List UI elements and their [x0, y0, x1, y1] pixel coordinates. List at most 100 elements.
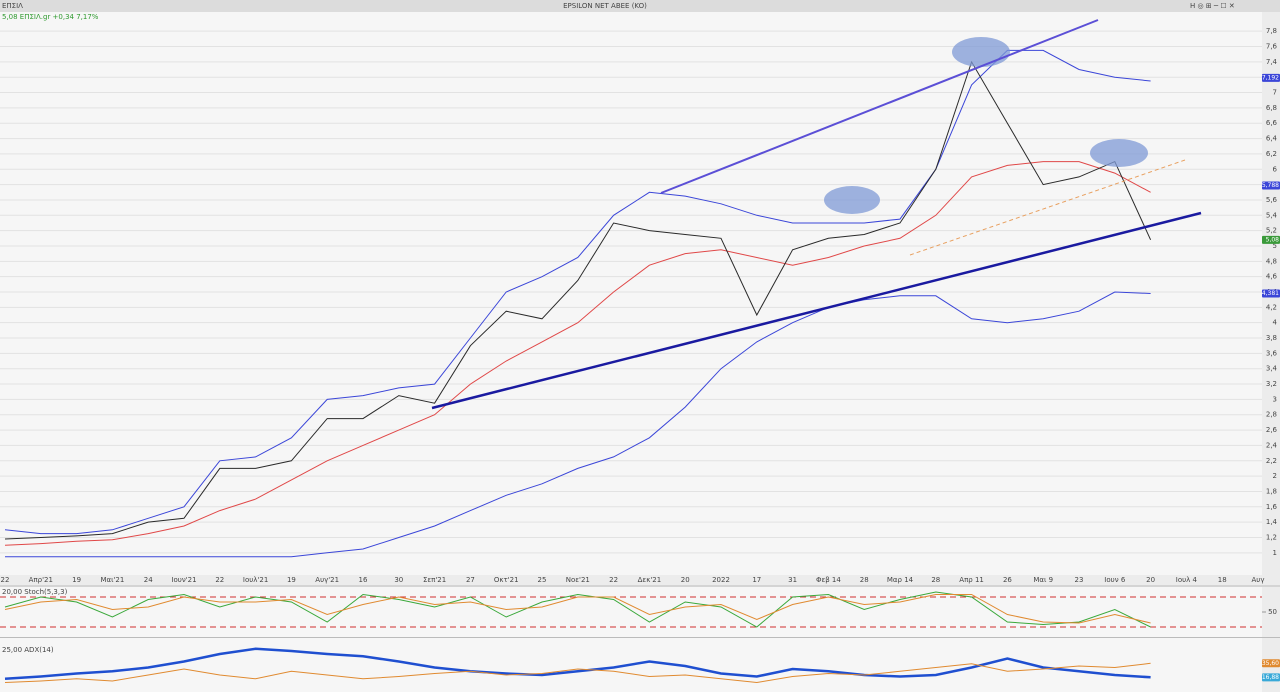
- y-tick-label: 1,8: [1266, 487, 1277, 495]
- price-badge-label: 35,60: [1262, 660, 1279, 667]
- x-tick-label: 22: [609, 576, 618, 584]
- x-tick-label: 20: [1146, 576, 1155, 584]
- annotations: [431, 19, 1202, 410]
- x-tick-label: 20: [681, 576, 690, 584]
- price-badge: [1262, 289, 1280, 298]
- price-badge: [1262, 235, 1280, 244]
- price-badge-label: 16,88: [1262, 674, 1279, 681]
- series-line: [4, 161, 1151, 546]
- x-tick-label: Δεκ'21: [638, 576, 662, 584]
- y-tick-label: 3,8: [1266, 334, 1277, 342]
- x-tick-label: Ιουν 6: [1104, 576, 1126, 584]
- y-tick-label: 3: [1273, 395, 1277, 403]
- price-badge-label: 5,788: [1262, 182, 1279, 189]
- x-tick-label: Ιουλ 4: [1176, 576, 1198, 584]
- x-tick-label: 19: [72, 576, 81, 584]
- y-tick-label: 4,6: [1266, 273, 1278, 281]
- series-line: [4, 594, 1151, 624]
- y-tick-label: 3,4: [1266, 365, 1278, 373]
- x-tick-label: Μαρ 14: [887, 576, 914, 584]
- price-badge: [1262, 659, 1280, 668]
- x-tick-label: 23: [1075, 576, 1084, 584]
- x-tick-label: 26: [1003, 576, 1012, 584]
- price-badge-label: 7,192: [1262, 74, 1279, 81]
- x-tick-label: Μαι 9: [1033, 576, 1053, 584]
- y-tick-label: 5,2: [1266, 227, 1277, 235]
- window-title: EPSILON NET ABEE (KO): [563, 2, 647, 10]
- x-tick-label: Φεβ 14: [816, 576, 841, 584]
- price-panel: [0, 12, 1262, 575]
- y-tick-label: 1,6: [1266, 503, 1278, 511]
- y-tick-label: 5: [1273, 242, 1277, 250]
- price-badge: [1262, 73, 1280, 82]
- y-tick-label: 6: [1273, 165, 1278, 173]
- series-line: [4, 662, 1151, 684]
- highlight-ellipse: [952, 37, 1010, 67]
- price-badge: [1262, 181, 1280, 190]
- x-tick-label: Απρ 11: [959, 576, 984, 584]
- trendline: [431, 211, 1202, 410]
- x-tick-label: 16: [359, 576, 368, 584]
- y-tick-label: 2,8: [1266, 411, 1277, 419]
- panel-title: 20,00 Stoch(5,3,3): [2, 588, 68, 596]
- symbol: ΕΠΣΙΛ: [2, 2, 23, 10]
- x-tick-label: 25: [538, 576, 547, 584]
- x-tick-label: 17: [752, 576, 761, 584]
- x-tick-label: 30: [394, 576, 403, 584]
- y-tick-label: 1,4: [1266, 518, 1278, 526]
- y-tick-label: 5,4: [1266, 211, 1278, 219]
- trendline: [660, 19, 1099, 194]
- y-tick-label: 4,2: [1266, 303, 1277, 311]
- panel-title: 25,00 ADX(14): [2, 646, 54, 654]
- x-tick-label: Ιουλ'21: [243, 576, 268, 584]
- y-tick-label: 7,4: [1266, 58, 1278, 66]
- y-tick-label: 2: [1273, 472, 1277, 480]
- x-tick-label: 18: [1218, 576, 1227, 584]
- x-tick-label: 2022: [712, 576, 730, 584]
- x-tick-label: Απρ'21: [29, 576, 53, 584]
- price-badge: [1262, 673, 1280, 682]
- y-tick-label: 6,6: [1266, 119, 1278, 127]
- price-badge-label: 4,381: [1262, 290, 1279, 297]
- y-tick-label: 7: [1273, 89, 1277, 97]
- price-badge-label: 5,08: [1266, 236, 1280, 243]
- y-tick-label: 6,2: [1266, 150, 1277, 158]
- x-tick-label: 19: [287, 576, 296, 584]
- x-tick-label: 28: [931, 576, 940, 584]
- x-tick-label: Σεπ'21: [423, 576, 446, 584]
- x-tick-label: 22: [1, 576, 10, 584]
- y-tick-label: 7,8: [1266, 27, 1277, 35]
- x-tick-label: Νοε'21: [566, 576, 590, 584]
- x-tick-label: Μαι'21: [100, 576, 124, 584]
- y-tick-label: 3,6: [1266, 349, 1278, 357]
- y-tick-label: 2,6: [1266, 426, 1278, 434]
- series-line: [5, 291, 1151, 558]
- highlight-ellipse: [1090, 139, 1148, 167]
- y-tick-label: 7,6: [1266, 43, 1278, 51]
- y-tick-label: 4: [1273, 319, 1278, 327]
- y-tick-label: 4,8: [1266, 257, 1277, 265]
- x-tick-label: 24: [144, 576, 153, 584]
- y-tick-label: 1: [1273, 549, 1277, 557]
- highlight-ellipse: [824, 186, 880, 214]
- x-tick-label: 27: [466, 576, 475, 584]
- y-tick-label: 1,2: [1266, 533, 1277, 541]
- x-tick-label: 22: [215, 576, 224, 584]
- y-tick-label: 2,2: [1266, 457, 1277, 465]
- x-tick-label: Οκτ'21: [494, 576, 519, 584]
- series-line: [4, 49, 1151, 535]
- y-tick-label: 6,4: [1266, 135, 1278, 143]
- title-bar: [0, 0, 1280, 12]
- y-tick-label: 3,2: [1266, 380, 1277, 388]
- y-tick-label: 2,4: [1266, 441, 1278, 449]
- legend-text: 5,08 ΕΠΣΙΛ.gr +0,34 7,17%: [2, 13, 99, 21]
- window-controls[interactable]: H ◎ ⊞ ─ ☐ ✕: [1190, 2, 1235, 10]
- y-tick-label: 5,6: [1266, 196, 1278, 204]
- series-line: [4, 60, 1152, 540]
- x-tick-label: 28: [860, 576, 869, 584]
- x-tick-label: Ιουν'21: [171, 576, 196, 584]
- x-tick-label: Αυγ'21: [315, 576, 339, 584]
- x-tick-label: 31: [788, 576, 797, 584]
- series-line: [4, 647, 1151, 681]
